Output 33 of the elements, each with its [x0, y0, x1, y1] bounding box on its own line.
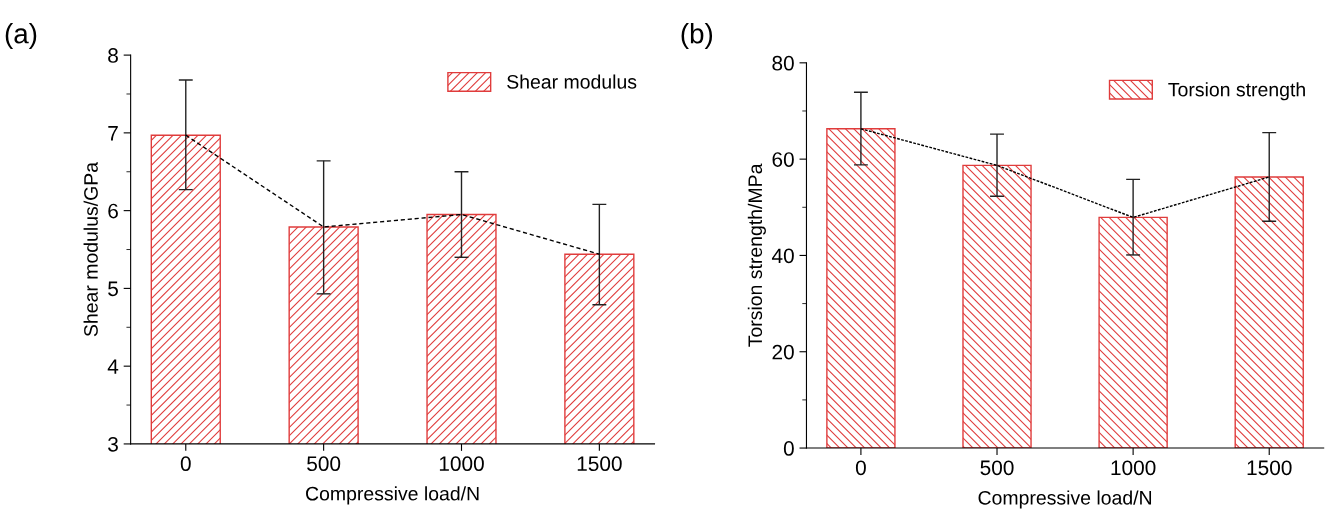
x-tick-label: 1500 [577, 456, 622, 472]
x-tick-label: 500 [307, 456, 341, 472]
x-axis-title: Compressive load/N [978, 490, 1152, 509]
x-tick-label: 0 [180, 456, 191, 472]
text: (b) [681, 23, 713, 49]
y-tick-label: 5 [108, 281, 118, 297]
x-tick-label: 1500 [1247, 460, 1292, 476]
y-tick-label: 0 [783, 441, 794, 456]
x-tick-label: 0 [855, 460, 866, 476]
y-axis-title: Torsion strength/MPa [747, 163, 766, 347]
legend-label: Shear modulus [507, 74, 637, 89]
x-axis-title: Compressive load/N [306, 486, 479, 505]
y-tick-label: 6 [108, 203, 118, 219]
y-tick-label: 20 [772, 344, 794, 360]
bar [962, 164, 1032, 449]
line-series [860, 128, 1270, 219]
y-tick-label: 7 [108, 126, 118, 141]
y-tick-label: 60 [772, 152, 794, 167]
bar [1234, 176, 1304, 449]
x-tick-label: 1000 [1111, 460, 1156, 476]
bar [1098, 216, 1168, 449]
x-tick-label: 1000 [439, 456, 484, 472]
bar [826, 128, 896, 449]
y-tick-label: 3 [108, 436, 118, 452]
y-tick-label: 40 [771, 248, 794, 264]
legend-label: Torsion strength [1168, 82, 1305, 101]
y-axis-title: Shear modulus/GPa [83, 161, 98, 337]
y-tick-label: 4 [107, 359, 119, 374]
line-series [185, 134, 601, 255]
x-tick-label: 500 [980, 460, 1014, 476]
y-tick-label: 80 [772, 55, 794, 71]
text: (a) [5, 23, 37, 49]
y-tick-label: 8 [108, 48, 118, 63]
